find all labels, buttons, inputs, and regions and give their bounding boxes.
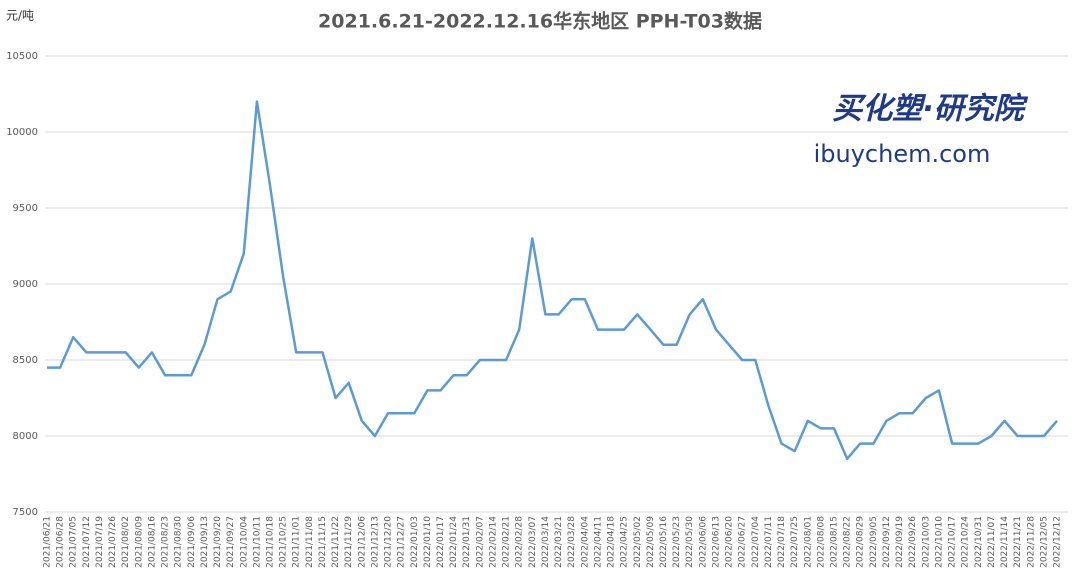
- x-tick-label: 2021/09/13: [200, 516, 210, 568]
- x-tick-label: 2021/11/01: [292, 516, 302, 568]
- x-tick-label: 2022/11/07: [987, 516, 997, 568]
- x-tick-label: 2021/12/06: [357, 516, 367, 568]
- x-tick-label: 2021/07/12: [82, 516, 92, 568]
- watermark: ibuychem.com: [814, 140, 991, 168]
- x-tick-label: 2022/10/24: [961, 516, 971, 568]
- x-tick-label: 2022/04/11: [593, 516, 603, 568]
- x-tick-label: 2021/11/22: [331, 516, 341, 568]
- x-tick-label: 2021/08/09: [134, 516, 144, 568]
- x-tick-label: 2021/06/28: [56, 516, 66, 568]
- x-tick-label: 2021/08/16: [147, 516, 157, 568]
- x-tick-label: 2022/08/01: [803, 516, 813, 568]
- x-tick-label: 2021/09/06: [187, 516, 197, 568]
- x-tick-label: 2022/11/14: [1000, 516, 1010, 568]
- x-tick-label: 2022/02/28: [515, 516, 525, 568]
- x-tick-label: 2022/03/14: [541, 516, 551, 568]
- y-tick-label: 9000: [13, 279, 38, 290]
- x-tick-label: 2022/01/10: [423, 516, 433, 568]
- x-tick-label: 2022/07/04: [751, 516, 761, 568]
- x-tick-label: 2021/10/18: [265, 516, 275, 568]
- x-tick-label: 2022/12/05: [1039, 516, 1049, 568]
- x-tick-label: 2021/08/30: [174, 516, 184, 568]
- x-tick-label: 2021/06/21: [43, 516, 53, 568]
- x-tick-label: 2022/09/26: [908, 516, 918, 568]
- x-tick-label: 2022/01/03: [410, 516, 420, 568]
- x-tick-label: 2022/07/18: [777, 516, 787, 568]
- y-tick-label: 8000: [13, 431, 38, 442]
- data-line: [47, 100, 1058, 461]
- x-tick-label: 2021/08/23: [161, 516, 171, 568]
- x-tick-label: 2022/05/30: [685, 516, 695, 568]
- x-tick-label: 2021/10/25: [279, 516, 289, 568]
- x-tick-label: 2022/04/25: [620, 516, 630, 568]
- x-tick-label: 2022/04/18: [607, 516, 617, 568]
- x-tick-label: 2022/09/19: [895, 516, 905, 568]
- x-tick-label: 2022/05/23: [672, 516, 682, 568]
- x-tick-label: 2022/06/27: [738, 516, 748, 568]
- x-tick-label: 2022/03/07: [528, 516, 538, 568]
- x-tick-label: 2022/01/31: [462, 516, 472, 568]
- x-tick-label: 2022/01/24: [449, 516, 459, 568]
- x-tick-label: 2022/03/21: [554, 516, 564, 568]
- watermark: 买化塑·研究院: [832, 92, 1028, 127]
- x-tick-label: 2022/08/29: [856, 516, 866, 568]
- x-tick-label: 2022/02/14: [488, 516, 498, 568]
- x-tick-label: 2021/10/11: [252, 516, 262, 568]
- x-tick-label: 2022/10/03: [921, 516, 931, 568]
- x-tick-label: 2021/11/08: [305, 516, 315, 568]
- x-tick-label: 2021/10/04: [239, 516, 249, 568]
- x-tick-label: 2021/07/26: [108, 516, 118, 568]
- x-tick-label: 2022/05/16: [659, 516, 669, 568]
- x-tick-label: 2022/11/21: [1013, 516, 1023, 568]
- x-tick-label: 2021/11/15: [318, 516, 328, 568]
- y-tick-label: 7500: [13, 507, 38, 518]
- x-tick-label: 2022/08/22: [843, 516, 853, 568]
- x-tick-label: 2022/09/05: [869, 516, 879, 568]
- x-tick-label: 2022/03/28: [567, 516, 577, 568]
- x-tick-label: 2021/09/27: [226, 516, 236, 568]
- x-tick-label: 2021/08/02: [121, 516, 131, 568]
- x-tick-label: 2022/08/15: [830, 516, 840, 568]
- x-tick-label: 2022/07/25: [790, 516, 800, 568]
- chart-title: 2021.6.21-2022.12.16华东地区 PPH-T03数据: [318, 10, 762, 33]
- y-tick-label: 10000: [6, 127, 38, 138]
- x-tick-label: 2022/12/12: [1053, 516, 1063, 568]
- x-tick-label: 2021/12/13: [370, 516, 380, 568]
- x-tick-label: 2021/09/20: [213, 516, 223, 568]
- x-tick-label: 2022/10/17: [948, 516, 958, 568]
- x-tick-label: 2021/12/27: [397, 516, 407, 568]
- y-tick-label: 8500: [13, 355, 38, 366]
- x-tick-label: 2022/05/09: [646, 516, 656, 568]
- x-tick-label: 2022/09/12: [882, 516, 892, 568]
- x-tick-label: 2022/06/13: [711, 516, 721, 568]
- y-axis-label: 元/吨: [6, 9, 34, 23]
- x-tick-label: 2021/11/29: [344, 516, 354, 568]
- x-tick-label: 2021/07/05: [69, 516, 79, 568]
- x-tick-label: 2022/06/06: [698, 516, 708, 568]
- x-tick-label: 2022/10/31: [974, 516, 984, 568]
- x-tick-label: 2022/07/11: [764, 516, 774, 568]
- y-tick-label: 9500: [13, 203, 38, 214]
- x-tick-label: 2022/06/20: [725, 516, 735, 568]
- x-tick-label: 2022/05/02: [633, 516, 643, 568]
- x-tick-label: 2022/02/21: [502, 516, 512, 568]
- y-tick-label: 10500: [6, 51, 38, 62]
- x-tick-label: 2022/11/28: [1026, 516, 1036, 568]
- x-tick-label: 2022/01/17: [436, 516, 446, 568]
- x-tick-label: 2022/02/07: [475, 516, 485, 568]
- x-tick-label: 2022/04/04: [580, 516, 590, 568]
- x-tick-label: 2022/08/08: [816, 516, 826, 568]
- x-tick-label: 2021/12/20: [384, 516, 394, 568]
- x-tick-label: 2021/07/19: [95, 516, 105, 568]
- x-tick-label: 2022/10/10: [934, 516, 944, 568]
